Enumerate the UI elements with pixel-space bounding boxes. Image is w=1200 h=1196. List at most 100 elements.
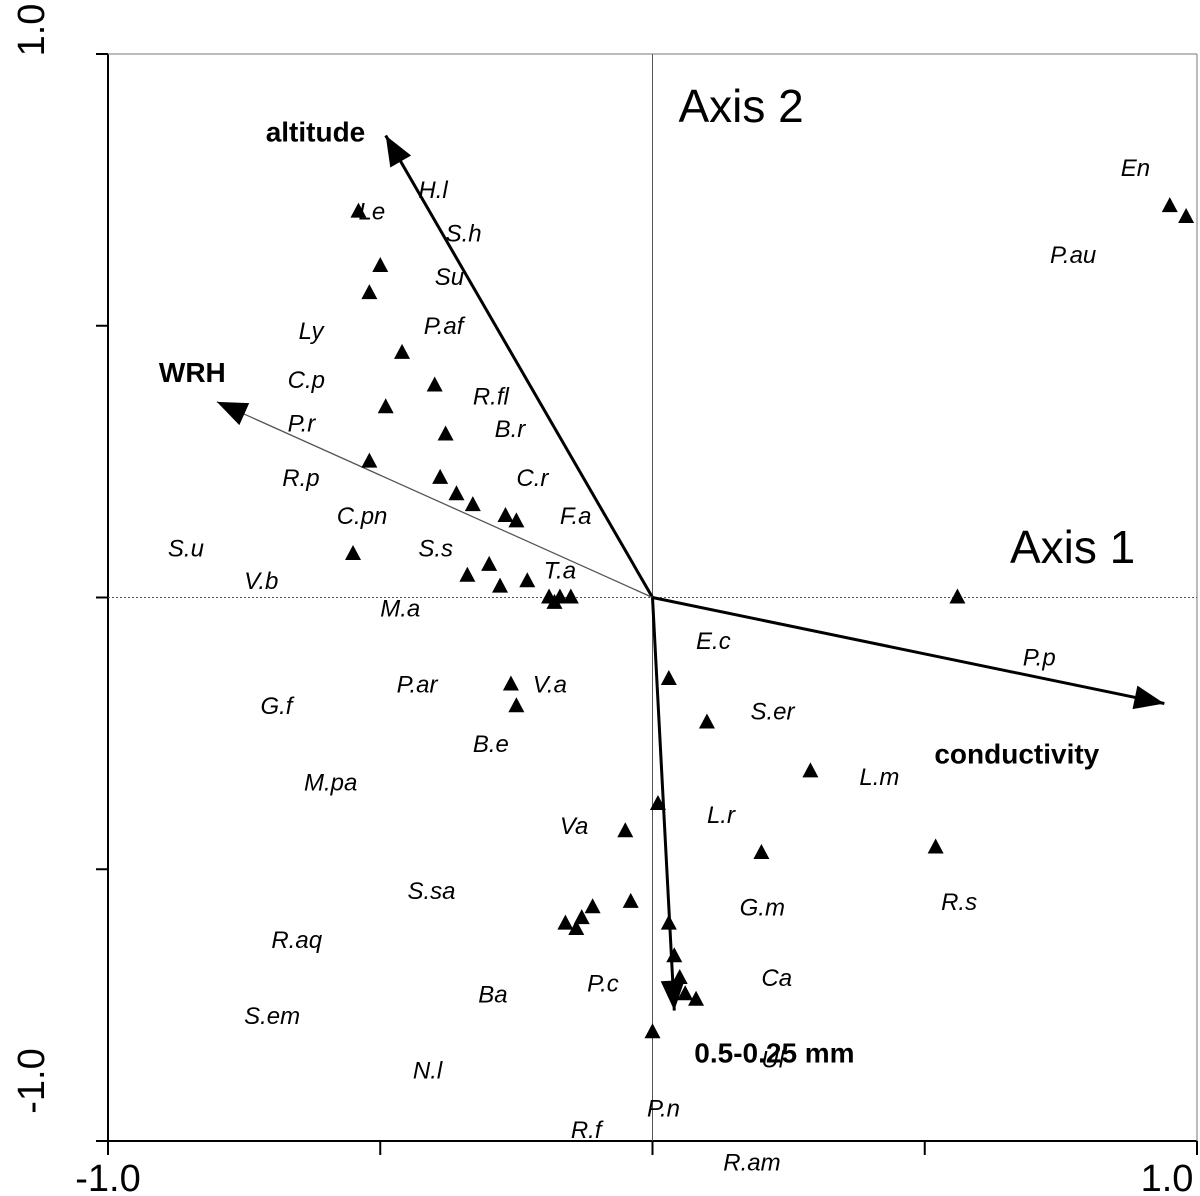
axis2-title: Axis 2 — [679, 80, 804, 132]
species-point-s-er — [698, 713, 715, 729]
species-label-s-s: S.s — [418, 536, 453, 563]
species-point-m-a — [546, 593, 563, 609]
species-point-p-r — [361, 452, 378, 468]
species-point-r-aq — [557, 914, 574, 930]
species-label-s-sa: S.sa — [407, 878, 455, 905]
species-label-ba: Ba — [478, 981, 507, 1008]
species-point-s-h — [361, 284, 378, 300]
species-label-p-af: P.af — [424, 313, 466, 340]
species-label-p-c: P.c — [587, 970, 619, 997]
species-point-le — [350, 202, 367, 218]
species-label-r-fl: R.fl — [473, 383, 510, 410]
species-label-ly: Ly — [299, 318, 326, 345]
species-point-s-u — [345, 545, 362, 561]
species-label-b-r: B.r — [495, 416, 527, 443]
species-point-b-r — [432, 468, 449, 484]
vector-wrh-label: WRH — [159, 357, 226, 388]
species-label-r-f: R.f — [571, 1117, 604, 1144]
vector-0-5-0-25-mm-line — [651, 597, 676, 1011]
species-label-ul: Ul — [761, 1046, 784, 1073]
species-label-en: En — [1121, 155, 1150, 182]
species-point-ca — [666, 947, 683, 963]
species-point-r-fl — [437, 425, 454, 441]
x-tick-label-left: -1.0 — [75, 1158, 140, 1196]
species-point-va — [617, 822, 634, 838]
species-label-c-p: C.p — [288, 367, 325, 394]
species-point-p-af — [426, 376, 443, 392]
species-label-r-aq: R.aq — [271, 927, 322, 954]
species-label-c-r: C.r — [516, 465, 549, 492]
species-point-g-m — [660, 914, 677, 930]
species-label-r-s: R.s — [941, 889, 977, 916]
species-label-h-l: H.l — [418, 177, 448, 204]
species-label-va: Va — [560, 813, 588, 840]
species-label-l-m: L.m — [859, 764, 899, 791]
species-label-r-p: R.p — [282, 465, 319, 492]
vector-wrh-arrowhead — [216, 401, 250, 426]
species-label-l-r: L.r — [707, 802, 736, 829]
vector-0-5-0-25-mm-label: 0.5-0.25 mm — [694, 1038, 854, 1069]
species-point-v-b — [562, 588, 579, 604]
species-label-p-au: P.au — [1050, 242, 1096, 269]
species-label-s-em: S.em — [244, 1003, 300, 1030]
species-label-s-er: S.er — [751, 699, 796, 726]
y-tick-label-bottom: -1.0 — [11, 1048, 53, 1113]
species-point-p-ar — [502, 675, 519, 691]
species-point-ba — [688, 990, 705, 1006]
species-point-c-p — [377, 398, 394, 414]
species-label-t-a: T.a — [544, 557, 576, 584]
vector-altitude-line — [384, 134, 654, 599]
axis-text: -1.0 1.0 1.0 -1.0 Axis 2 Axis 1 — [11, 4, 1193, 1196]
species-points — [345, 197, 1195, 1039]
species-point-c-r — [464, 496, 481, 512]
species-point-s-s — [492, 577, 509, 593]
species-label-f-a: F.a — [560, 503, 592, 530]
species-point-h-l — [372, 256, 389, 272]
species-label-n-l: N.l — [413, 1057, 443, 1084]
species-point-r-s — [927, 838, 944, 854]
species-point-t-a — [519, 572, 536, 588]
species-point-l-m — [802, 762, 819, 778]
species-point-r-p — [448, 485, 465, 501]
species-label-m-a: M.a — [380, 595, 420, 622]
environmental-vectors: altitude WRH conductivity 0.5-0.25 mm — [159, 117, 1165, 1069]
vector-conductivity-arrowhead — [1132, 685, 1165, 710]
species-label-p-n: P.n — [647, 1095, 680, 1122]
species-point-en — [1178, 208, 1195, 224]
species-label-s-h: S.h — [446, 220, 482, 247]
vector-altitude-arrowhead — [385, 135, 412, 168]
species-label-e-c: E.c — [696, 628, 731, 655]
vector-conductivity-line — [652, 596, 1165, 705]
species-point-va — [649, 795, 666, 811]
species-label-le: Le — [358, 199, 385, 226]
vector-altitude-label: altitude — [266, 117, 366, 148]
species-point-s-s — [481, 555, 498, 571]
species-point-l-r — [753, 843, 770, 859]
species-point-ly — [394, 343, 411, 359]
species-labels: Le H.l S.h Su Ly P.af C.p R.fl P.r B.r R.p C.r C.pn F… — [168, 155, 1150, 1177]
y-tick-label-top: 1.0 — [11, 4, 53, 57]
species-label-p-r: P.r — [288, 411, 317, 438]
vector-0-5-0-25-mm-arrowhead — [660, 979, 685, 1011]
vector-conductivity-label: conductivity — [934, 738, 1099, 769]
species-point-f-a — [508, 512, 525, 528]
axis1-title: Axis 1 — [1010, 521, 1135, 573]
species-point-p-p — [949, 588, 966, 604]
species-label-m-pa: M.pa — [304, 769, 357, 796]
species-point-en — [1161, 197, 1178, 213]
species-point-e-c — [660, 670, 677, 686]
species-label-c-pn: C.pn — [337, 503, 388, 530]
species-label-v-b: V.b — [244, 568, 278, 595]
plot-frame — [96, 53, 1198, 1155]
species-point-c-pn — [497, 506, 514, 522]
species-point-s-sa — [584, 898, 601, 914]
species-point-p-c — [677, 985, 694, 1001]
species-label-v-a: V.a — [533, 671, 567, 698]
species-point-n-l — [644, 1023, 661, 1039]
species-label-b-e: B.e — [473, 731, 509, 758]
species-label-ca: Ca — [761, 965, 792, 992]
species-label-g-f: G.f — [260, 693, 294, 720]
species-point-s-sa — [573, 909, 590, 925]
species-label-r-am: R.am — [723, 1150, 780, 1177]
